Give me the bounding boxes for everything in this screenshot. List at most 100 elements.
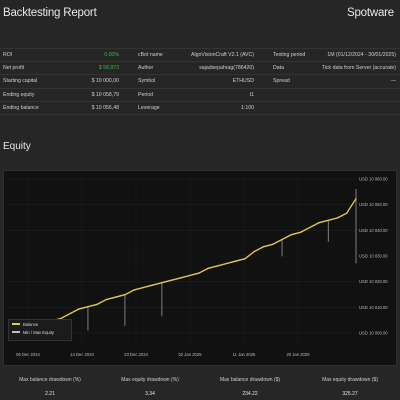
legend-label: Min / Max Equity	[23, 329, 54, 335]
balance-point	[87, 306, 89, 308]
x-tick-label: 23 Dec 2024	[124, 352, 148, 357]
balance-point	[142, 286, 145, 288]
summary-label: Spread	[273, 78, 290, 85]
x-tick-label: 06 Dec 2024	[16, 352, 40, 357]
balance-point	[189, 274, 191, 276]
legend-label: Balance	[23, 321, 39, 327]
stat-label: Max equity drawdown ($)	[322, 377, 378, 383]
summary-row: Ending balance $ 10 056,48 Leverage 1:100	[0, 102, 400, 115]
balance-point	[59, 318, 61, 320]
balance-point	[262, 246, 265, 248]
summary-label: cBot name	[138, 52, 163, 58]
summary-value: AlgoVisionCraft V2.1 (AVC)	[191, 52, 254, 58]
stat-label: Max equity drawdown (%)	[121, 377, 179, 383]
balance-point	[318, 222, 320, 224]
summary-value: 1:100	[241, 104, 254, 111]
balance-point	[225, 262, 228, 264]
stat-item: Max balance drawdown ($) 234.22	[200, 377, 300, 397]
balance-point	[355, 198, 357, 200]
equity-series-line	[13, 199, 357, 334]
summary-label: Starting capital	[3, 78, 38, 85]
y-tick-label: USD 10 020.00	[359, 279, 388, 284]
summary-label: Ending balance	[3, 104, 39, 111]
legend-swatch	[12, 331, 20, 333]
stat-value: 325.27	[342, 391, 358, 397]
stat-label: Max balance drawdown ($)	[219, 377, 281, 383]
report-header: Backtesting Report Spotware	[0, 0, 400, 26]
summary-label: Data	[273, 65, 284, 72]
stat-value: 2.21	[45, 391, 55, 397]
stat-label: Max balance drawdown (%)	[19, 377, 81, 383]
balance-point	[346, 212, 348, 214]
stat-value: 234.22	[242, 391, 258, 397]
legend-swatch	[12, 323, 20, 325]
balance-point	[124, 294, 126, 296]
x-tick-label: 20 Jan 2025	[286, 352, 310, 357]
balance-point	[272, 243, 274, 245]
balance-point	[68, 313, 71, 315]
summary-value: $ 10 000,00	[91, 78, 119, 85]
summary-value: sajadsepahrag(786420)	[199, 65, 254, 72]
x-tick-label: 02 Jan 2025	[178, 352, 202, 357]
balance-point	[253, 250, 255, 252]
balance-point	[244, 258, 246, 260]
y-tick-label: USD 10 010.00	[359, 305, 388, 310]
summary-label: Author	[138, 65, 154, 72]
y-tick-label: USD 10 040.00	[359, 228, 388, 233]
balance-series-line	[13, 198, 357, 334]
balance-point	[299, 231, 302, 233]
summary-value: —	[390, 78, 396, 85]
equity-chart[interactable]: USD 10 060.00 USD 10 050.00 USD 10 040.00 U…	[3, 170, 397, 366]
summary-label: Leverage	[138, 104, 160, 111]
balance-point	[290, 234, 292, 236]
summary-value: $ 10 056,48	[91, 104, 119, 111]
balance-point	[235, 260, 237, 262]
legend-item[interactable]: Balance	[9, 320, 71, 328]
stat-value: 3.34	[145, 391, 155, 397]
legend-item[interactable]: Min / Max Equity	[9, 328, 71, 336]
balance-point	[179, 277, 181, 279]
summary-table: ROI 0.00% cBot name AlgoVisionCraft V2.1 (A…	[0, 48, 400, 115]
x-tick-label: 14 Dec 2024	[70, 352, 94, 357]
summary-label: Period	[138, 91, 153, 98]
summary-label: ROI	[3, 52, 13, 58]
summary-value: 0.00%	[104, 52, 119, 58]
summary-label: Symbol	[138, 78, 156, 85]
balance-point	[216, 265, 218, 267]
summary-label: Ending equity	[3, 91, 35, 98]
summary-row: Ending equity $ 10 058,79 Period t1	[0, 89, 400, 102]
y-tick-label: USD 10 060.00	[359, 177, 388, 182]
balance-point	[336, 217, 339, 219]
report-title: Backtesting Report	[3, 7, 97, 19]
summary-label: Net profit	[3, 65, 25, 72]
balance-point	[281, 238, 283, 240]
summary-label: Testing period	[273, 52, 306, 58]
summary-row: ROI 0.00% cBot name AlgoVisionCraft V2.1 (A…	[0, 48, 400, 63]
summary-value: $ 10 058,79	[91, 91, 119, 98]
balance-point	[170, 279, 172, 281]
balance-point	[198, 272, 200, 274]
balance-point	[152, 284, 154, 286]
balance-point	[96, 303, 98, 305]
balance-point	[309, 226, 311, 228]
summary-row: Starting capital $ 10 000,00 Symbol ETHUSD S…	[0, 75, 400, 89]
summary-value: $ 58,873	[98, 65, 119, 72]
chart-legend: Balance Min / Max Equity	[8, 319, 72, 341]
equity-chart-svg: USD 10 060.00 USD 10 050.00 USD 10 040.00 U…	[8, 177, 388, 357]
summary-value: 1M (01/12/2024 - 30/01/2025)	[327, 52, 396, 58]
balance-point	[327, 219, 329, 221]
balance-point	[115, 296, 117, 298]
balance-point	[133, 289, 135, 291]
stat-item: Max equity drawdown (%) 3.34	[100, 377, 200, 397]
y-tick-label: USD 10 050.00	[359, 202, 388, 207]
equity-section-title: Equity	[3, 141, 31, 152]
balance-point	[207, 267, 209, 269]
summary-value: Tick data from Server (accurate)	[321, 65, 396, 72]
stat-item: Max balance drawdown (%) 2.21	[0, 377, 100, 397]
balance-point	[78, 308, 80, 310]
y-tick-label: USD 10 000.00	[359, 331, 388, 336]
stat-item: Max equity drawdown ($) 325.27	[300, 377, 400, 397]
balance-point	[161, 282, 163, 284]
x-tick-label: 11 Jan 2025	[233, 352, 256, 357]
summary-value: t1	[249, 91, 254, 98]
